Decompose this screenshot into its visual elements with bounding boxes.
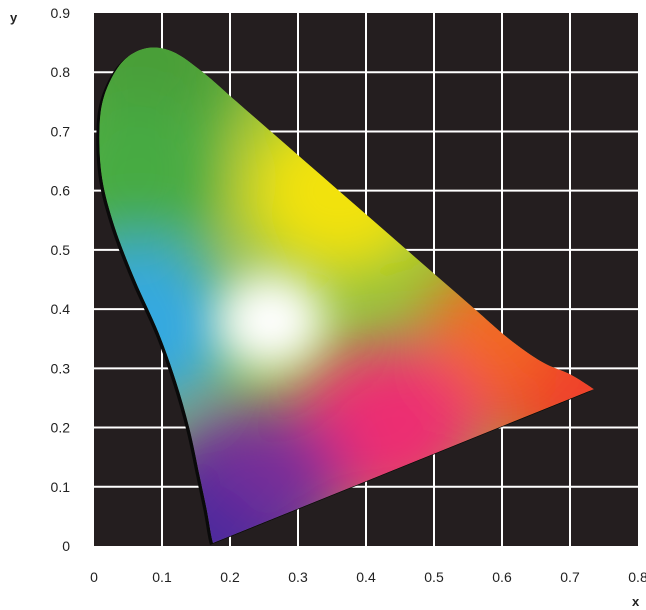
y-tick-label: 0.4 [51, 301, 71, 317]
x-tick-label: 0.8 [628, 569, 646, 585]
x-tick-label: 0.2 [220, 569, 240, 585]
y-tick-label: 0.5 [51, 242, 71, 258]
x-tick-label: 0.1 [152, 569, 172, 585]
y-tick-label: 0.8 [51, 64, 71, 80]
y-tick-labels: 0 0.1 0.2 0.3 0.4 0.5 0.6 0.7 0.8 0.9 [51, 5, 71, 554]
color-blob-core [338, 379, 435, 476]
x-tick-label: 0.5 [424, 569, 444, 585]
y-tick-label: 0.1 [51, 479, 71, 495]
y-axis-label: y [10, 10, 18, 25]
x-axis-label: x [632, 594, 640, 609]
color-blob-core [100, 47, 197, 109]
y-tick-label: 0.6 [51, 183, 71, 199]
white-point-glow [215, 272, 326, 369]
x-tick-labels: 0 0.1 0.2 0.3 0.4 0.5 0.6 0.7 0.8 [90, 569, 646, 585]
color-blob-core [99, 130, 183, 227]
x-tick-label: 0.7 [560, 569, 580, 585]
x-tick-label: 0 [90, 569, 98, 585]
y-tick-label: 0.9 [51, 5, 71, 21]
y-tick-label: 0.3 [51, 360, 71, 376]
x-tick-label: 0.6 [492, 569, 512, 585]
y-tick-label: 0.2 [51, 420, 71, 436]
y-tick-label: 0.7 [51, 123, 71, 139]
x-tick-label: 0.3 [288, 569, 308, 585]
white-point [215, 272, 326, 369]
x-tick-label: 0.4 [356, 569, 376, 585]
y-tick-label: 0 [62, 538, 70, 554]
